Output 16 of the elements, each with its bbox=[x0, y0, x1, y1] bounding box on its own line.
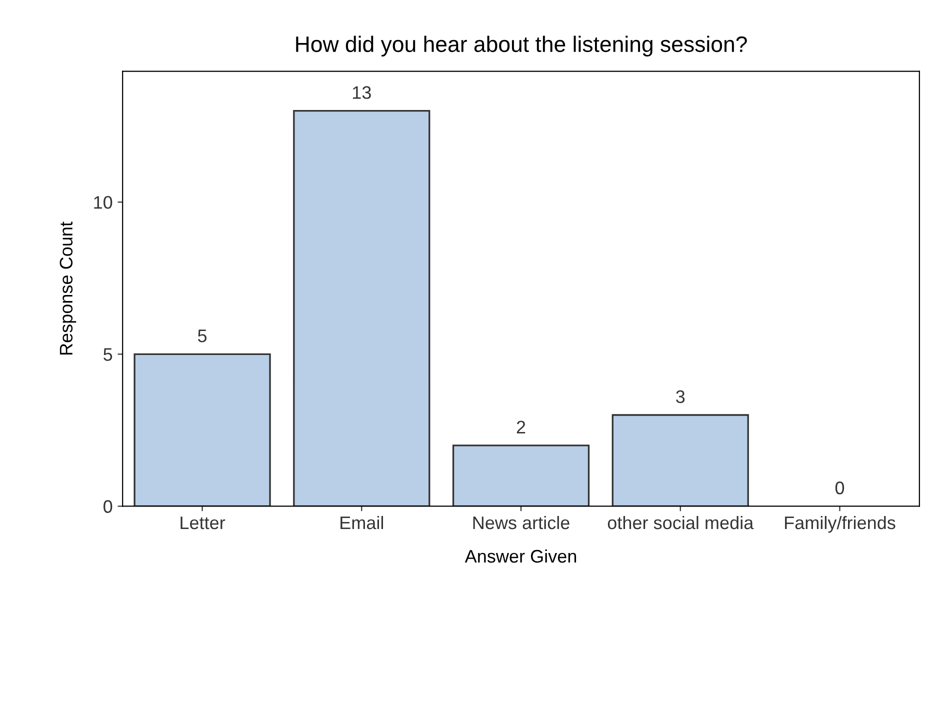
data-label: 2 bbox=[516, 420, 526, 434]
chart-title: How did you hear about the listening session? bbox=[296, 36, 747, 56]
data-label: 5 bbox=[198, 330, 207, 342]
y-axis-title: Response Count bbox=[60, 222, 76, 355]
x-tick-label: News article bbox=[473, 516, 570, 530]
y-tick-label: 0 bbox=[104, 500, 112, 513]
x-tick-label: Family/friends bbox=[785, 516, 896, 533]
data-label: 13 bbox=[352, 86, 371, 99]
y-tick-label: 10 bbox=[94, 196, 112, 209]
x-tick-label: Email bbox=[340, 516, 384, 530]
x-axis-title: Answer Given bbox=[464, 549, 576, 563]
data-label: 0 bbox=[835, 482, 844, 494]
y-tick-label: 5 bbox=[104, 348, 112, 361]
x-tick-label: other social media bbox=[608, 516, 754, 530]
data-label: 3 bbox=[676, 390, 685, 404]
x-tick-label: Letter bbox=[180, 516, 226, 530]
